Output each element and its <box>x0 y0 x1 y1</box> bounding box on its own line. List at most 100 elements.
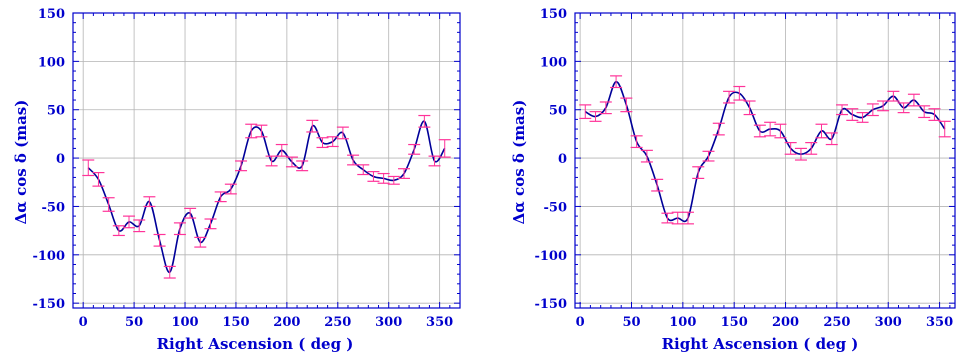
error-bar <box>887 90 900 102</box>
error-bar <box>753 124 766 138</box>
x-tick-label: 0 <box>79 315 88 330</box>
error-bar <box>184 207 197 219</box>
error-bar <box>723 90 736 104</box>
y-tick-label: -150 <box>32 297 65 312</box>
x-tick-label: 50 <box>125 315 143 330</box>
chart-left: Δα cos δ (mas) Right Ascension ( deg ) 0… <box>12 7 461 353</box>
x-tick-label: 350 <box>926 315 953 330</box>
error-bar <box>610 75 623 89</box>
x-tick-label: 150 <box>222 315 249 330</box>
error-bar <box>224 183 237 195</box>
error-bar <box>743 100 756 116</box>
error-bar <box>630 135 643 149</box>
x-tick-label: 100 <box>669 315 696 330</box>
error-bar <box>599 101 612 115</box>
error-bar <box>285 156 298 168</box>
error-bar <box>326 136 339 148</box>
y-tick-label: 50 <box>549 104 567 119</box>
error-bar <box>836 104 849 116</box>
error-bar <box>846 108 859 121</box>
tick-marks-right <box>575 12 955 308</box>
error-bars-left <box>82 114 451 279</box>
error-bar <box>764 121 777 137</box>
error-bar <box>92 171 105 187</box>
y-tick-label: -50 <box>42 200 66 215</box>
error-bar <box>620 97 633 113</box>
x-tick-label: 250 <box>324 315 351 330</box>
error-bar <box>815 123 828 139</box>
error-bar <box>102 197 115 212</box>
x-tick-label: 200 <box>273 315 300 330</box>
error-bar <box>173 222 186 236</box>
error-bar <box>418 114 431 128</box>
tick-marks-left <box>73 12 460 308</box>
grid-right <box>575 12 955 308</box>
x-tick-label: 150 <box>721 315 748 330</box>
plot-frame-right <box>574 12 956 309</box>
error-bar <box>296 160 309 172</box>
error-bar <box>928 108 941 121</box>
y-tick-label: 100 <box>38 55 65 70</box>
error-bar <box>194 236 207 248</box>
y-tick-label: 100 <box>540 55 567 70</box>
error-bar <box>438 139 451 158</box>
error-bar <box>153 233 166 247</box>
x-tick-label: 100 <box>171 315 198 330</box>
error-bar <box>316 137 329 149</box>
error-bar <box>918 105 931 119</box>
error-bar <box>204 218 217 230</box>
error-bar <box>112 225 125 237</box>
error-bar <box>681 211 694 225</box>
x-tick-label: 300 <box>375 315 402 330</box>
grid-left <box>73 12 460 308</box>
x-axis-label-left: Right Ascension ( deg ) <box>157 335 354 353</box>
x-tick-label: 50 <box>622 315 640 330</box>
error-bar <box>428 155 441 167</box>
error-bar <box>579 104 592 120</box>
error-bar <box>408 143 421 155</box>
y-tick-label: -100 <box>32 249 65 264</box>
error-bar <box>794 147 807 161</box>
error-bar <box>245 123 258 139</box>
error-bar <box>387 175 400 185</box>
error-bar <box>347 154 360 166</box>
y-tick-label: 0 <box>558 152 567 167</box>
error-bar <box>877 100 890 112</box>
y-tick-label: 0 <box>56 152 65 167</box>
error-bar <box>733 85 746 101</box>
error-bar <box>235 160 248 172</box>
error-bar <box>143 196 156 208</box>
x-tick-label: 200 <box>772 315 799 330</box>
error-bar <box>784 142 797 155</box>
x-tick-label: 350 <box>426 315 453 330</box>
error-bar <box>336 126 349 140</box>
error-bar <box>671 211 684 225</box>
error-bar <box>702 150 715 162</box>
error-bar <box>82 159 95 177</box>
error-bar <box>397 168 410 179</box>
error-bar <box>357 164 370 176</box>
error-bar <box>123 215 136 229</box>
error-bar <box>692 166 705 179</box>
error-bar <box>774 123 787 139</box>
y-tick-label: -50 <box>544 200 568 215</box>
error-bar <box>275 143 288 157</box>
error-bar <box>938 120 951 138</box>
x-tick-label: 0 <box>576 315 585 330</box>
error-bars-right <box>579 75 951 225</box>
error-bar <box>377 172 390 184</box>
error-bar <box>265 155 278 167</box>
error-bar <box>825 132 838 146</box>
plot-frame-left <box>72 12 461 309</box>
error-bar <box>367 171 380 182</box>
y-axis-label-left: Δα cos δ (mas) <box>12 100 30 225</box>
error-bar <box>856 112 869 123</box>
error-bar <box>589 111 602 122</box>
error-bar <box>306 119 319 133</box>
y-tick-label: 150 <box>540 7 567 22</box>
chart-right: Δα cos δ (mas) Right Ascension ( deg ) 0… <box>510 7 956 353</box>
error-bar <box>214 191 227 203</box>
error-bar <box>866 103 879 117</box>
error-bar <box>640 149 653 163</box>
